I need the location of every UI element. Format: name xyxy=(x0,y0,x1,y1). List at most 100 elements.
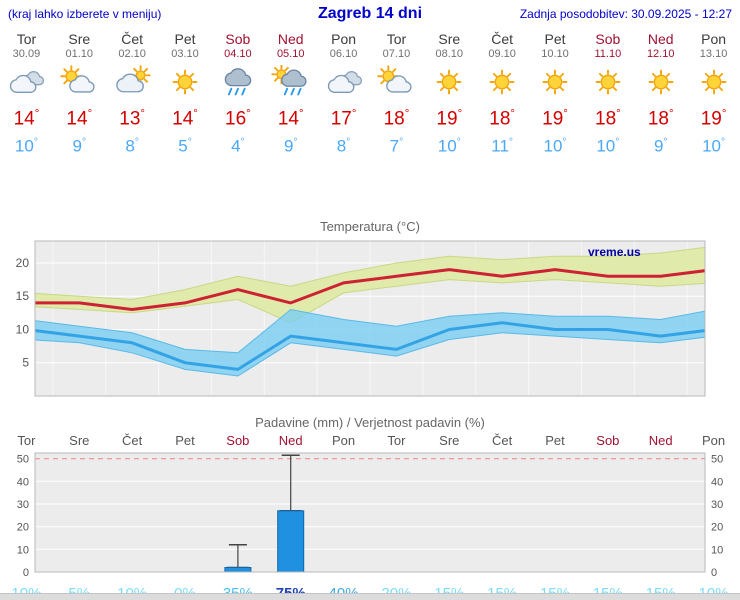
temp-ytick-label: 10 xyxy=(16,322,30,336)
day-date: 06.10 xyxy=(329,48,358,60)
day-name: Čet xyxy=(491,31,514,47)
temp-max: 18° xyxy=(595,108,621,130)
temp-min: 11° xyxy=(491,136,513,156)
partly-cloudy-icon xyxy=(53,63,106,101)
day-date: 07.10 xyxy=(382,48,411,60)
precip-day-label: Sob xyxy=(226,432,250,448)
temp-min: 10° xyxy=(702,136,726,156)
day-name: Pet xyxy=(544,31,566,47)
day-column-sob-11.10[interactable]: Sob 11.10 18° 10° xyxy=(581,31,634,157)
temp-max: 19° xyxy=(436,108,463,130)
day-date: 13.10 xyxy=(699,48,728,60)
day-date: 05.10 xyxy=(276,48,305,60)
temp-max: 14° xyxy=(13,108,40,130)
day-date: 01.10 xyxy=(65,48,94,60)
precip-ytick-right: 0 xyxy=(711,567,717,579)
precip-day-label: Sre xyxy=(69,432,90,448)
day-column-sre-08.10[interactable]: Sre 08.10 19° 10° xyxy=(423,31,476,157)
day-name: Čet xyxy=(121,31,144,47)
temp-min: 5° xyxy=(178,136,192,156)
precip-ytick-left: 0 xyxy=(23,567,29,579)
day-column-sob-04.10[interactable]: Sob 04.10 16° 4° xyxy=(211,31,264,157)
temp-max: 14° xyxy=(172,108,198,130)
day-column-pet-10.10[interactable]: Pet 10.10 19° 10° xyxy=(529,31,582,157)
menu-note: (kraj lahko izberete v meniju) xyxy=(8,7,162,21)
day-name: Ned xyxy=(647,31,674,47)
tmax-line xyxy=(35,268,705,311)
temp-ytick-label: 20 xyxy=(16,256,30,270)
precip-day-labels-row: Tor Sre Čet Pet Sob Ned Pon Tor Sre Čet Pet Sob Ned P… xyxy=(0,433,740,448)
precip-day-label: Čet xyxy=(492,432,513,448)
tmax-range-band xyxy=(35,246,705,324)
sunny-icon xyxy=(476,63,529,101)
precip-ytick-right: 20 xyxy=(711,522,723,534)
sunny-icon xyxy=(634,63,687,101)
temp-max: 19° xyxy=(542,108,568,130)
precip-ytick-left: 50 xyxy=(17,454,29,466)
precip-ytick-right: 50 xyxy=(711,454,723,466)
temp-max: 18° xyxy=(383,108,410,130)
precip-ytick-left: 10 xyxy=(17,544,29,556)
temp-min: 10° xyxy=(437,136,461,156)
temp-min: 10° xyxy=(543,136,567,156)
precip-ytick-right: 10 xyxy=(711,544,723,556)
day-name: Tor xyxy=(386,31,407,47)
watermark: vreme.us xyxy=(588,245,641,259)
day-column-pon-06.10[interactable]: Pon 06.10 17° 8° xyxy=(317,31,370,157)
day-column-tor-30.09[interactable]: Tor 30.09 14° 10° xyxy=(0,31,53,157)
day-date: 08.10 xyxy=(435,48,464,60)
temp-max: 18° xyxy=(647,108,674,130)
day-date: 12.10 xyxy=(646,48,675,60)
day-column-čet-02.10[interactable]: Čet 02.10 13° 8° xyxy=(106,31,159,157)
cloudy-icon xyxy=(317,63,370,101)
forecast-strip: Tor 30.09 14° 10° Sre 01.10 14° 9° Čet 02.10 13° 8°… xyxy=(0,31,740,157)
day-name: Sre xyxy=(438,31,461,47)
day-column-tor-07.10[interactable]: Tor 07.10 18° 7° xyxy=(370,31,423,157)
precip-day-label: Čet xyxy=(122,432,143,448)
day-column-ned-12.10[interactable]: Ned 12.10 18° 9° xyxy=(634,31,687,157)
day-date: 09.10 xyxy=(488,48,516,60)
temp-ytick-label: 15 xyxy=(16,289,30,303)
precip-day-label: Sre xyxy=(439,432,460,448)
cloudy-icon xyxy=(0,63,53,101)
day-date: 10.10 xyxy=(541,48,569,60)
header-bar: (kraj lahko izberete v meniju) Zagreb 14… xyxy=(0,0,740,23)
day-column-pet-03.10[interactable]: Pet 03.10 14° 5° xyxy=(159,31,212,157)
day-column-pon-13.10[interactable]: Pon 13.10 19° 10° xyxy=(687,31,740,157)
precip-day-label: Tor xyxy=(17,432,36,448)
precip-ytick-left: 20 xyxy=(17,522,29,534)
day-name: Pon xyxy=(701,31,727,47)
sunny-icon xyxy=(423,63,476,101)
precip-day-label: Pet xyxy=(545,432,565,448)
mostly-cloudy-icon xyxy=(106,63,159,101)
sunny-icon xyxy=(159,63,212,101)
precip-day-label: Ned xyxy=(648,432,673,448)
precipitation-chart: 0 0 10 10 20 20 30 30 40 40 50 50 xyxy=(17,452,723,579)
day-name: Sre xyxy=(68,31,91,47)
precip-day-label: Tor xyxy=(387,432,406,448)
horizontal-scrollbar[interactable] xyxy=(0,593,740,600)
day-column-čet-09.10[interactable]: Čet 09.10 18° 11° xyxy=(476,31,529,157)
temp-min: 9° xyxy=(72,136,87,156)
temp-min: 9° xyxy=(283,136,298,156)
temp-max: 14° xyxy=(277,108,304,130)
precip-day-label: Pet xyxy=(175,432,195,448)
sunny-icon xyxy=(529,63,582,101)
day-column-ned-05.10[interactable]: Ned 05.10 14° 9° xyxy=(264,31,317,157)
day-column-sre-01.10[interactable]: Sre 01.10 14° 9° xyxy=(53,31,106,157)
day-name: Tor xyxy=(16,31,37,47)
precipitation-chart-title: Padavine (mm) / Verjetnost padavin (%) xyxy=(255,414,485,430)
day-name: Sob xyxy=(595,31,621,47)
rain-icon xyxy=(211,63,264,101)
precip-ytick-right: 30 xyxy=(711,499,723,511)
precip-day-label: Ned xyxy=(278,432,303,448)
temperature-chart-title: Temperatura (°C) xyxy=(320,218,420,234)
day-name: Sob xyxy=(225,31,251,47)
precip-ytick-left: 40 xyxy=(17,476,29,488)
precip-day-label: Pon xyxy=(702,432,726,448)
temp-max: 19° xyxy=(700,108,727,130)
sunny-icon xyxy=(687,63,740,101)
page-title: Zagreb 14 dni xyxy=(317,5,423,22)
day-date: 04.10 xyxy=(224,48,252,60)
precip-day-label: Pon xyxy=(332,432,356,448)
